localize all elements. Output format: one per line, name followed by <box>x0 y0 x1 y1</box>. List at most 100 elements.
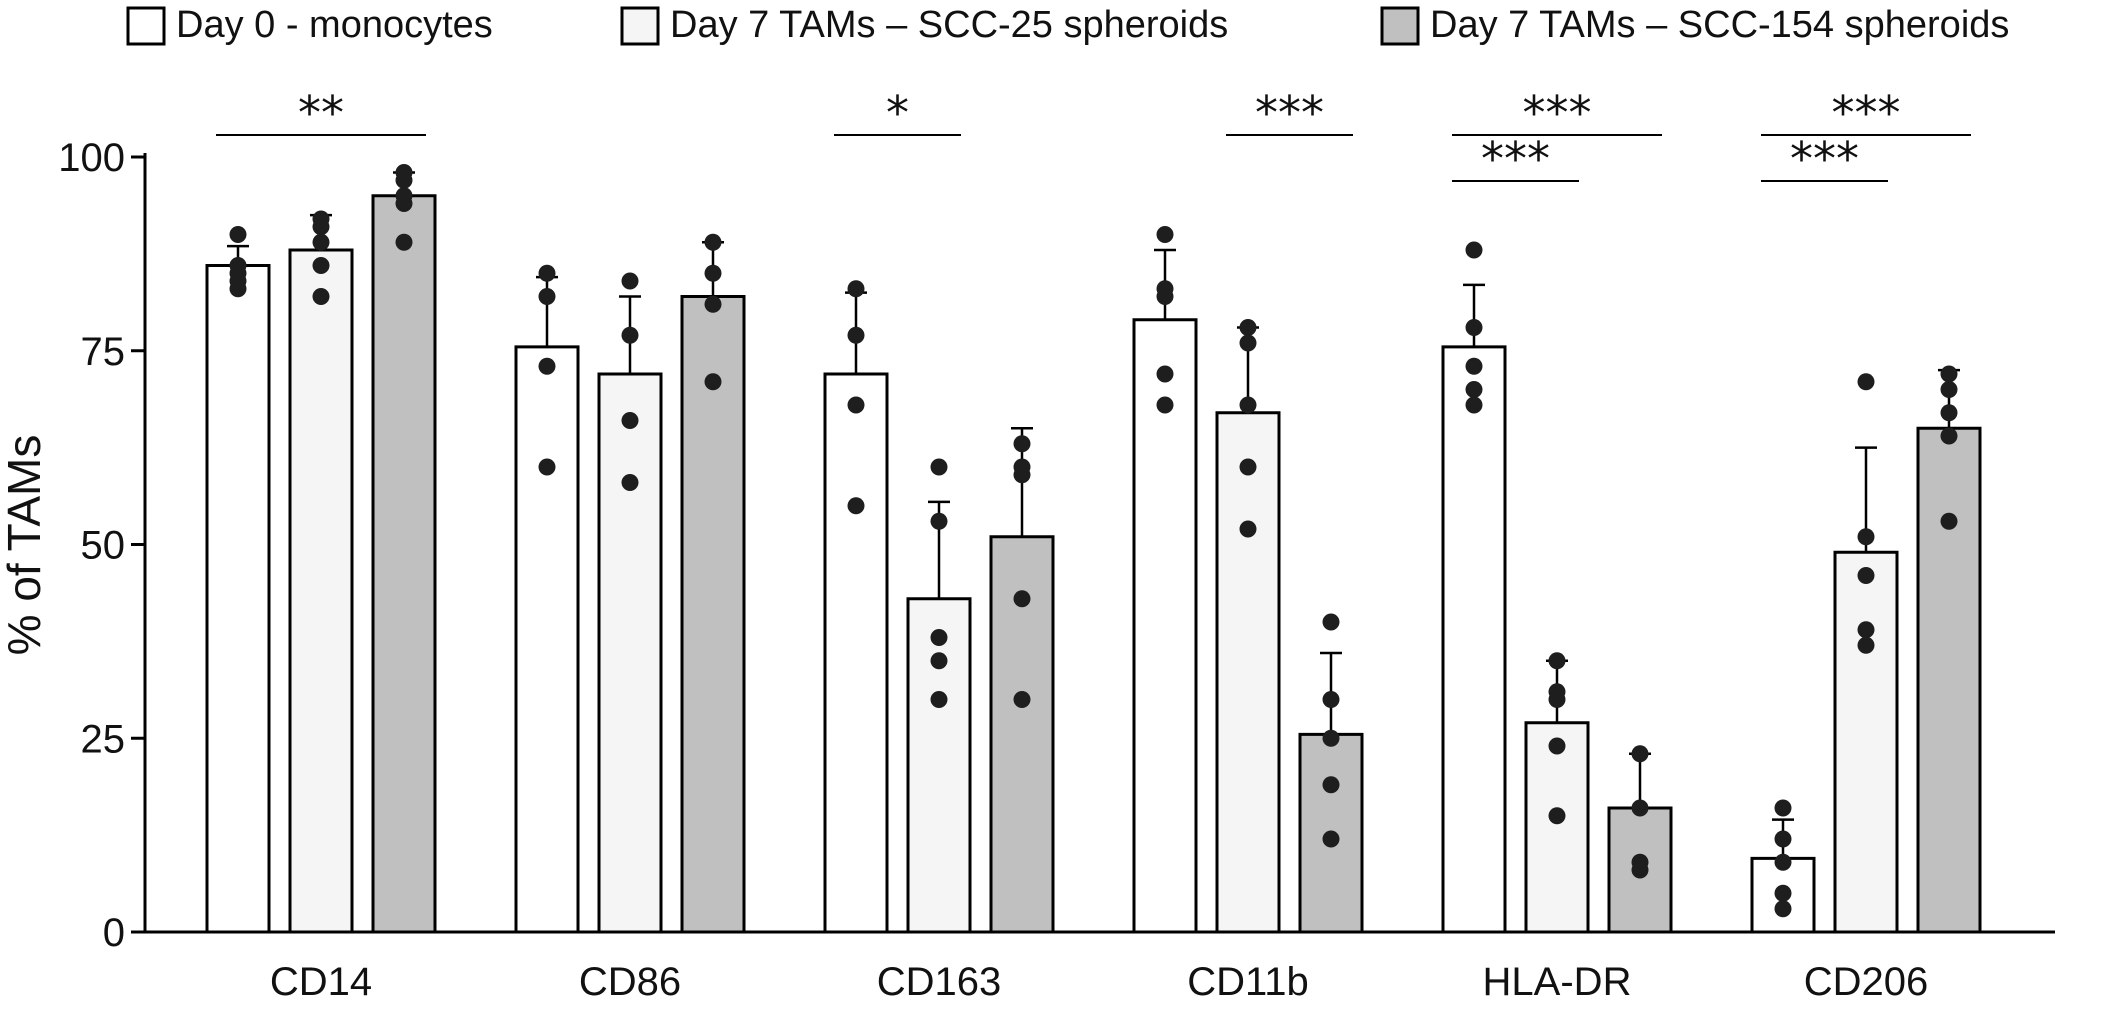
data-point <box>395 171 413 189</box>
data-point <box>1322 830 1340 848</box>
significance-label: ** <box>298 86 344 140</box>
data-point <box>1156 396 1174 414</box>
data-point <box>1940 404 1958 422</box>
legend-swatch <box>1380 6 1420 46</box>
data-point <box>704 264 722 282</box>
data-point <box>930 652 948 670</box>
data-point <box>1940 381 1958 398</box>
data-point <box>1465 357 1483 375</box>
x-tick-label: HLA-DR <box>1483 960 1632 1004</box>
data-point <box>1774 884 1792 902</box>
bar <box>1441 345 1507 934</box>
data-point <box>229 280 247 298</box>
significance-label: * <box>886 86 909 140</box>
data-point <box>1156 226 1174 243</box>
data-point <box>1322 613 1340 631</box>
significance-label: *** <box>1523 86 1592 140</box>
bar <box>514 345 580 934</box>
data-point <box>1774 853 1792 871</box>
data-point <box>1013 466 1031 484</box>
data-point <box>1940 427 1958 445</box>
data-point <box>1857 373 1875 391</box>
data-point <box>1774 830 1792 848</box>
data-point <box>930 629 948 646</box>
data-point <box>1465 381 1483 398</box>
data-point <box>1857 621 1875 639</box>
data-point <box>1465 319 1483 336</box>
x-tick-label: CD11b <box>1187 960 1309 1004</box>
data-point <box>1940 365 1958 383</box>
bar <box>823 372 889 934</box>
data-point <box>621 474 639 491</box>
data-point <box>1774 900 1792 918</box>
y-tick-label: 100 <box>58 136 125 180</box>
x-tick-label: CD163 <box>877 960 1002 1004</box>
data-point <box>538 264 556 282</box>
significance-brackets: ** * *** ************ <box>216 86 1971 186</box>
bar <box>1132 318 1198 934</box>
legend-label: Day 7 TAMs – SCC-154 spheroids <box>1430 4 2009 46</box>
significance-label: *** <box>1790 132 1859 186</box>
data-point <box>621 326 639 344</box>
bar <box>371 194 437 934</box>
data-points <box>229 164 1958 918</box>
data-point <box>1156 365 1174 383</box>
data-point <box>1548 691 1566 708</box>
data-point <box>538 357 556 375</box>
data-point <box>930 691 948 708</box>
data-point <box>930 458 948 476</box>
legend-label: Day 7 TAMs – SCC-25 spheroids <box>670 4 1228 46</box>
data-point <box>847 280 865 298</box>
data-point <box>1239 396 1257 414</box>
data-point <box>1857 528 1875 546</box>
data-point <box>621 412 639 429</box>
y-tick-label: 50 <box>81 524 126 568</box>
data-point <box>847 497 865 515</box>
data-point <box>1548 652 1566 670</box>
bar <box>1215 411 1281 934</box>
data-point <box>1013 435 1031 453</box>
data-point <box>1857 567 1875 584</box>
data-point <box>312 257 330 274</box>
data-point <box>312 288 330 305</box>
x-tick-label: CD86 <box>579 960 681 1004</box>
significance-label: *** <box>1832 86 1901 140</box>
data-point <box>1239 319 1257 336</box>
data-point <box>1548 807 1566 825</box>
axes: 0 25 50 75 100 CD14 CD86 CD163 CD11b HLA-DR CD206 <box>58 136 2055 1004</box>
data-point <box>1465 396 1483 414</box>
bar <box>288 248 354 934</box>
data-point <box>704 233 722 251</box>
legend: Day 0 - monocytes Day 7 TAMs – SCC-25 sph… <box>126 4 2009 46</box>
bar <box>597 372 663 934</box>
bar <box>906 597 972 934</box>
data-point <box>1013 590 1031 608</box>
legend-label: Day 0 - monocytes <box>176 4 493 46</box>
y-tick-label: 0 <box>103 911 125 955</box>
bar <box>205 264 271 934</box>
data-point <box>1239 520 1257 538</box>
data-point <box>930 512 948 530</box>
data-point <box>1322 729 1340 747</box>
error-bars <box>227 171 1960 859</box>
y-axis-label: % of TAMs <box>0 435 50 656</box>
bar <box>1916 426 1982 934</box>
data-point <box>395 195 413 212</box>
data-point <box>1631 745 1649 763</box>
data-point <box>312 218 330 236</box>
data-point <box>1322 776 1340 794</box>
y-tick-label: 75 <box>81 330 126 374</box>
data-point <box>1631 799 1649 817</box>
data-point <box>1465 241 1483 259</box>
data-point <box>538 288 556 305</box>
data-point <box>1156 288 1174 305</box>
bar <box>1833 550 1899 934</box>
x-tick-label: CD206 <box>1804 960 1929 1004</box>
legend-swatch <box>620 6 660 46</box>
data-point <box>1013 691 1031 708</box>
data-point <box>229 226 247 243</box>
significance-label: *** <box>1255 86 1324 140</box>
y-tick-label: 25 <box>81 717 126 761</box>
data-point <box>1940 512 1958 530</box>
